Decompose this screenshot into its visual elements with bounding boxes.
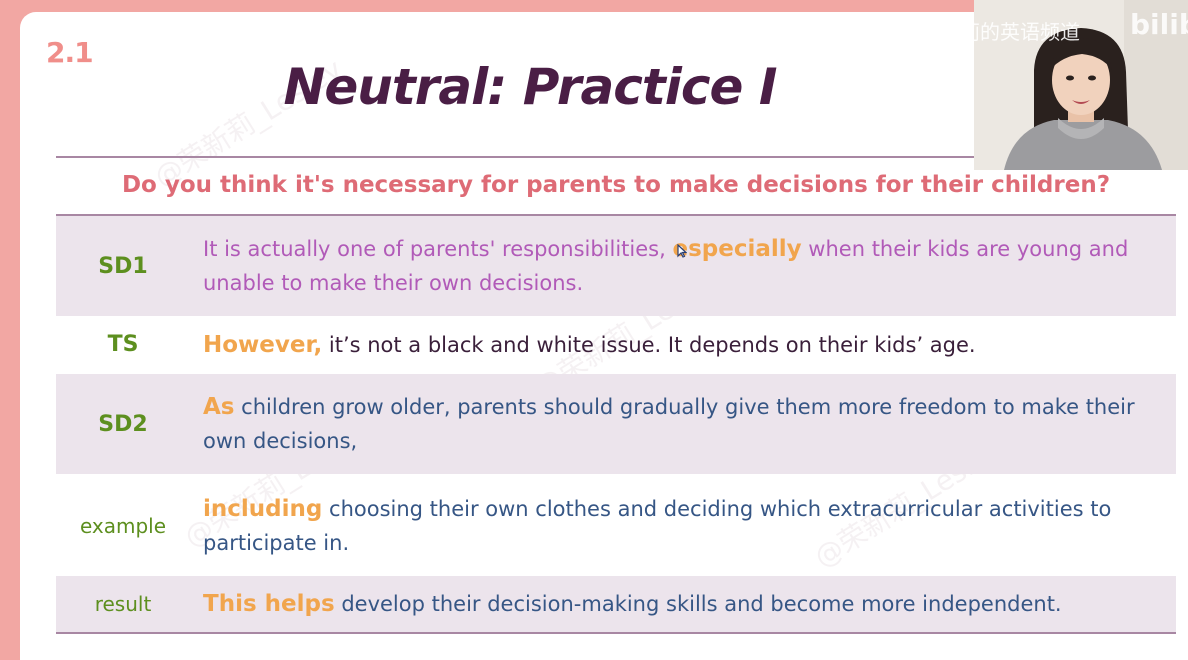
mouse-pointer-icon [677, 244, 687, 258]
channel-watermark: 荣新莉的英语频道 [920, 20, 1080, 44]
row-text: including choosing their own clothes and… [203, 492, 1168, 560]
keyword: including [203, 496, 323, 522]
keyword: As [203, 394, 235, 420]
divider [56, 156, 1176, 158]
table-row-sd1: SD1 It is actually one of parents' respo… [56, 216, 1176, 316]
text-segment: It is actually one of parents' responsib… [203, 237, 673, 261]
row-label: SD1 [98, 254, 148, 279]
table-row-sd2: SD2 As children grow older, parents shou… [56, 374, 1176, 474]
slide-number: 2.1 [46, 36, 94, 69]
keyword: This helps [203, 591, 335, 617]
table-row-example: example including choosing their own clo… [56, 474, 1176, 576]
row-label: example [79, 514, 167, 538]
table-row-ts: TS However, it’s not a black and white i… [56, 316, 1176, 374]
webcam-presenter-image [974, 0, 1188, 170]
text-segment: when their kids are young and unable to … [203, 237, 1129, 295]
row-text: This helps develop their decision-making… [203, 587, 1168, 621]
text-segment: choosing their own clothes and deciding … [203, 497, 1112, 555]
row-label: result [94, 592, 152, 616]
row-text: As children grow older, parents should g… [203, 390, 1168, 458]
presenter-image [974, 0, 1188, 170]
row-label: TS [107, 332, 139, 357]
bilibili-logo: bilibili [1130, 8, 1188, 41]
slide-title: Neutral: Practice I [283, 58, 778, 116]
text-segment: children grow older, parents should grad… [203, 395, 1135, 453]
row-label: SD2 [98, 412, 148, 437]
question-heading: Do you think it's necessary for parents … [121, 172, 1111, 198]
keyword: However, [203, 332, 323, 358]
row-text: It is actually one of parents' responsib… [203, 232, 1168, 300]
divider [56, 632, 1176, 634]
row-text: However, it’s not a black and white issu… [203, 328, 1168, 362]
text-segment: it’s not a black and white issue. It dep… [322, 333, 976, 357]
table-row-result: result This helps develop their decision… [56, 576, 1176, 632]
text-segment: develop their decision-making skills and… [334, 592, 1062, 616]
divider [56, 214, 1176, 216]
keyword: especially [672, 236, 802, 262]
